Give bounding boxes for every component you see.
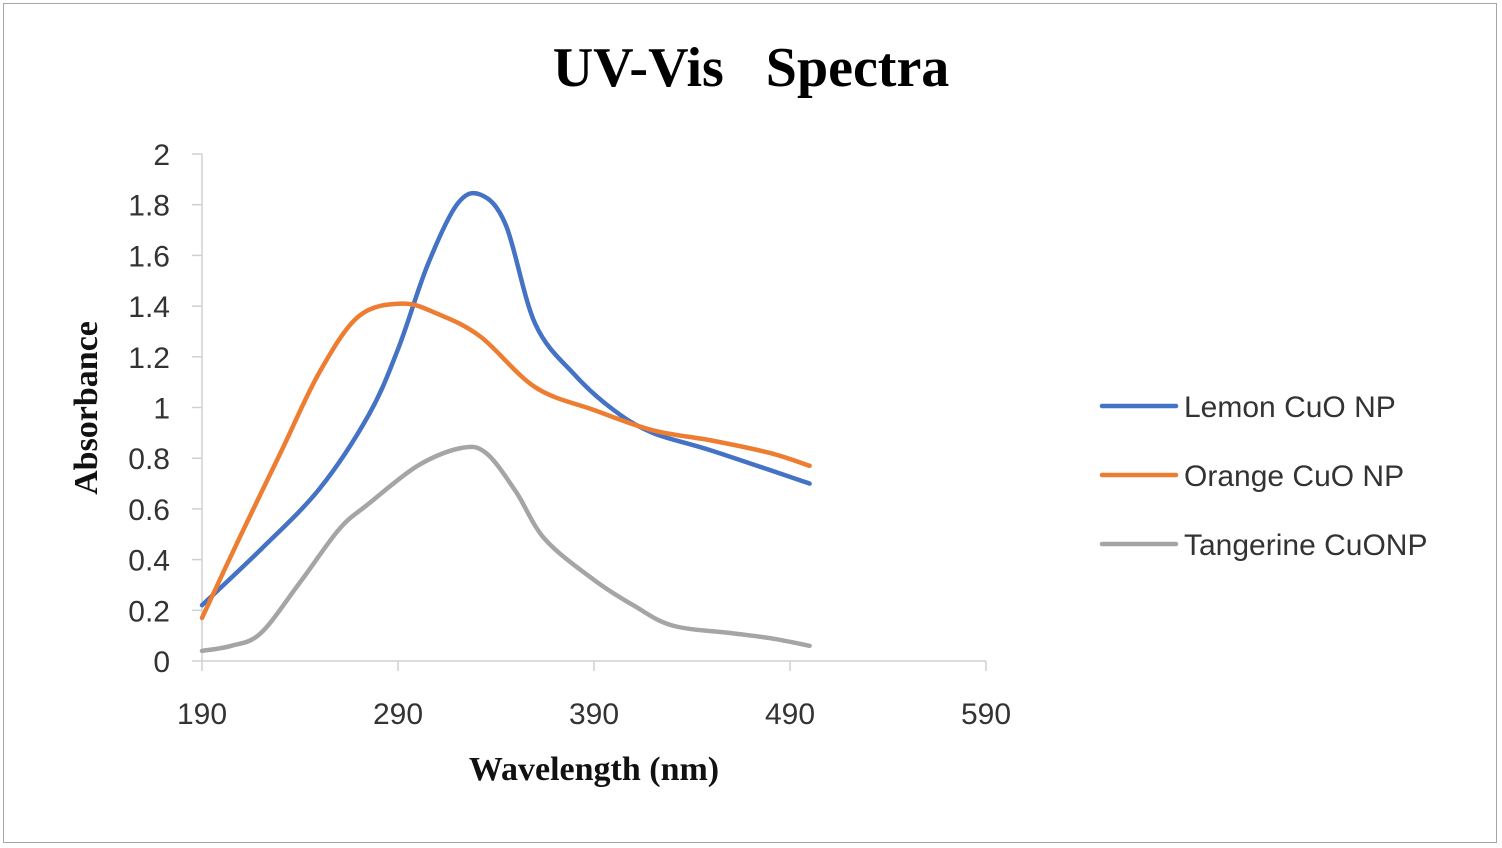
- chart-title: UV-Vis Spectra: [552, 37, 950, 99]
- x-tick-label: 290: [373, 698, 423, 731]
- y-tick-label: 1: [153, 393, 170, 426]
- x-axis-title: Wavelength (nm): [469, 751, 719, 788]
- y-tick-label: 1.4: [128, 291, 170, 324]
- y-tick-label: 0: [153, 646, 170, 679]
- legend-label-tangerine-cuonp: Tangerine CuONP: [1184, 529, 1427, 562]
- y-tick-label: 0.6: [128, 494, 170, 527]
- legend: Lemon CuO NP Orange CuO NP Tangerine CuONP: [1099, 391, 1427, 562]
- series-line-orange-cuo-np: [199, 301, 812, 621]
- y-tick-label: 1.8: [128, 190, 170, 223]
- x-tick-label: 190: [177, 698, 227, 731]
- y-tick-label: 2: [153, 139, 170, 172]
- y-tick-label: 0.2: [128, 595, 170, 628]
- legend-label-lemon-cuo-np: Lemon CuO NP: [1184, 391, 1396, 424]
- y-tick-label: 1.6: [128, 240, 170, 273]
- series-line-lemon-cuo-np: [199, 190, 812, 608]
- chart-frame: [3, 3, 1497, 843]
- series-line-tangerine-cuonp: [199, 444, 812, 654]
- y-tick-label: 0.8: [128, 443, 170, 476]
- x-tick-label: 590: [961, 698, 1011, 731]
- y-tick-label: 0.4: [128, 545, 170, 578]
- y-tick-label: 1.2: [128, 342, 170, 375]
- legend-label-orange-cuo-np: Orange CuO NP: [1184, 460, 1404, 493]
- x-tick-label: 490: [765, 698, 815, 731]
- y-axis-title: Absorbance: [68, 321, 105, 495]
- x-tick-label: 390: [569, 698, 619, 731]
